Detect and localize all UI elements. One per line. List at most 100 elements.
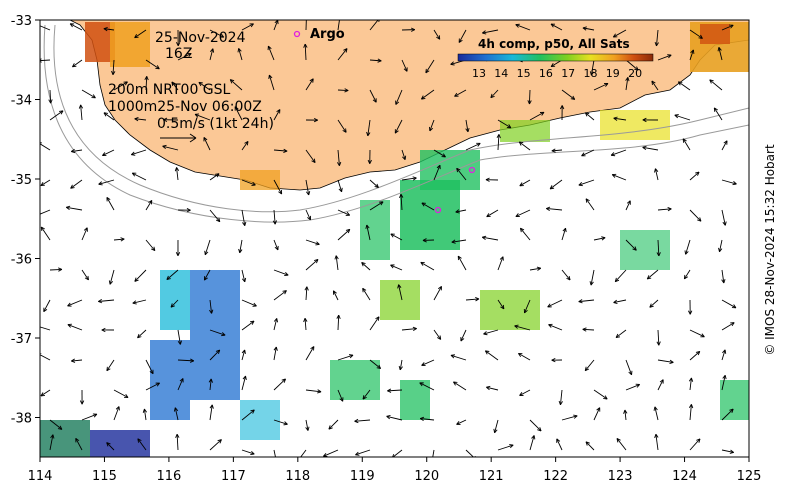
current-vector-arrow [337,354,354,361]
current-vector-arrow [717,47,723,61]
current-vector-arrow [177,208,191,213]
current-vector-arrow [646,269,659,280]
current-vector-arrow [390,264,403,271]
current-vector-arrow [209,439,222,451]
map-hour: 16Z [165,46,192,62]
current-vector-arrow [450,354,467,361]
current-vector-arrow [336,314,341,331]
current-vector-arrow [713,107,723,121]
current-vector-arrow [170,299,179,308]
current-vector-arrow [81,89,96,99]
current-vector-arrow [721,24,734,31]
current-vector-arrow [433,29,441,40]
current-vector-arrow [721,374,727,391]
current-vector-arrow [656,239,661,257]
current-vector-arrow [79,389,85,405]
current-vector-arrow [305,78,314,91]
current-vector-arrow [103,26,115,32]
current-vector-arrow [142,408,148,421]
current-vector-arrow [362,287,371,301]
current-vector-arrow [106,197,115,211]
current-vector-arrow [336,149,342,166]
current-vector-arrow [134,269,147,282]
current-vector-arrow [721,179,737,186]
current-vector-arrow [593,82,609,91]
depth-line-1: 200m NRT00 GSL [108,82,231,98]
current-vector-arrow [674,114,691,121]
current-vector-arrow [303,43,308,61]
argo-legend-label: Argo [310,27,345,42]
current-vector-arrow [49,419,63,430]
current-vector-arrow [625,59,639,71]
current-vector-arrow [40,209,51,217]
x-tick-label: 115 [92,469,117,484]
current-vector-arrow [397,284,403,301]
current-vector-arrow [43,299,51,313]
offshore-sst-patches [40,180,749,457]
current-vector-arrow [465,119,470,133]
current-vector-arrow [431,449,435,457]
vector-scale-arrow [160,133,197,143]
current-vector-arrow [203,269,211,281]
current-vector-arrow [457,255,467,271]
current-vector-arrow [613,299,627,304]
current-vector-arrow [369,201,384,211]
current-vector-arrow [305,209,312,221]
current-vector-arrow [163,117,179,122]
current-vector-arrow [209,173,220,181]
current-vector-arrow [209,299,214,314]
current-vector-arrow [75,437,83,451]
current-vector-arrow [559,105,565,121]
current-vector-arrow [585,441,595,451]
current-vector-arrow [113,406,120,421]
current-vector-arrow [518,141,531,151]
argo-legend-icon [293,30,301,38]
current-vector-arrow [556,438,563,451]
current-vector-arrow [657,54,672,61]
x-tick-label: 122 [543,469,568,484]
current-vector-arrow [305,389,322,394]
colorbar-tick-label: 15 [517,67,531,80]
current-vector-arrow [337,48,348,61]
current-vector-arrow [497,256,504,271]
current-vector-arrow [677,81,691,91]
current-vector-arrow [69,23,83,31]
current-vector-arrow [241,320,255,331]
current-vector-arrow [273,269,289,277]
current-vector-arrow [721,269,726,284]
current-vector-arrow [238,239,243,254]
current-vector-arrow [177,52,192,61]
current-vector-arrow [578,179,595,187]
colorbar-ticks: 13 14 15 16 17 18 19 20 [472,67,642,80]
current-vector-arrow [433,149,446,158]
current-vector-arrow [614,269,627,283]
current-vector-arrow [273,20,279,31]
current-vector-arrow [332,290,339,301]
current-vector-arrow [558,389,563,406]
current-vector-arrow [615,329,627,339]
current-vector-arrow [113,237,125,242]
x-tick-label: 118 [285,469,310,484]
current-vector-arrow [174,167,180,181]
current-vector-arrow [486,385,499,391]
current-vector-arrow [40,326,51,331]
current-vector-arrow [273,419,288,426]
y-tick-label: -33 [11,14,32,29]
current-vector-arrow [419,382,435,391]
current-vector-arrow [273,449,278,457]
current-vector-arrow [529,419,542,432]
current-vector-arrow [493,419,499,434]
current-vector-arrow [454,89,467,97]
current-vector-arrow [177,378,184,391]
x-tick-label: 124 [672,469,697,484]
current-vector-arrow [175,433,180,451]
current-vector-arrow [529,435,536,451]
colorbar [457,53,654,62]
current-vector-arrow [613,116,627,121]
current-vector-arrow [102,149,115,157]
current-vector-arrow [337,88,349,93]
current-vector-arrow [433,286,442,301]
current-vector-arrow [593,407,601,421]
current-vector-arrow [514,324,531,331]
current-vector-arrow [721,449,734,454]
